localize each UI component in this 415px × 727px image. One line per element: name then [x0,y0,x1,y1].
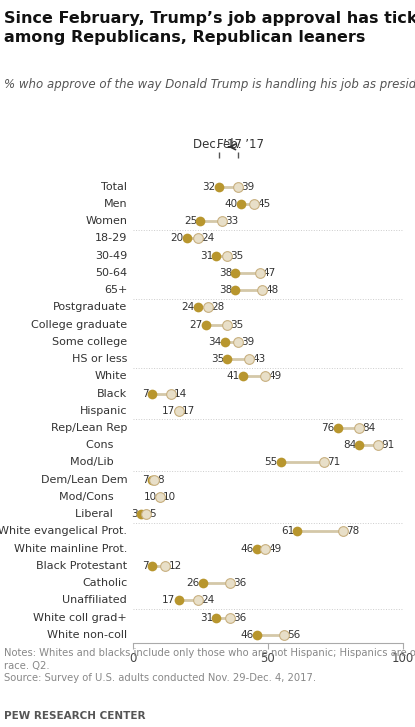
Text: Since February, Trump’s job approval has ticked down
among Republicans, Republic: Since February, Trump’s job approval has… [4,11,415,44]
Text: White coll grad+: White coll grad+ [34,613,127,622]
Text: 48: 48 [266,285,279,295]
Text: Unaffiliated: Unaffiliated [63,595,127,606]
Text: 41: 41 [227,371,240,381]
Text: 45: 45 [257,199,271,209]
Text: Mod/Lib: Mod/Lib [63,457,113,467]
Text: Black Protestant: Black Protestant [36,561,127,571]
Text: 7: 7 [142,388,149,398]
Text: 78: 78 [347,526,360,537]
Text: 61: 61 [281,526,294,537]
Text: 46: 46 [240,630,254,640]
Text: PEW RESEARCH CENTER: PEW RESEARCH CENTER [4,711,146,721]
Text: 65+: 65+ [104,285,127,295]
Text: 49: 49 [268,544,281,554]
Text: 71: 71 [327,457,341,467]
Text: Women: Women [85,216,127,226]
Text: 25: 25 [184,216,197,226]
Text: Rep/Lean Rep: Rep/Lean Rep [51,423,127,433]
Text: 31: 31 [200,251,213,261]
Text: HS or less: HS or less [72,354,127,364]
Text: 27: 27 [189,320,203,329]
Text: 91: 91 [381,441,395,450]
Text: 76: 76 [321,423,334,433]
Text: 18-29: 18-29 [95,233,127,244]
Text: College graduate: College graduate [31,320,127,329]
Text: Total: Total [101,182,127,192]
Text: 38: 38 [219,268,232,278]
Text: 31: 31 [200,613,213,622]
Text: 34: 34 [208,337,221,347]
Text: 38: 38 [219,285,232,295]
Text: 36: 36 [233,578,247,588]
Text: 30-49: 30-49 [95,251,127,261]
Text: 84: 84 [363,423,376,433]
Text: Hispanic: Hispanic [80,406,127,416]
Text: White mainline Prot.: White mainline Prot. [14,544,127,554]
Text: Cons: Cons [79,441,113,450]
Text: Dem/Lean Dem: Dem/Lean Dem [41,475,127,485]
Text: 17: 17 [182,406,195,416]
Text: Feb. ’17: Feb. ’17 [217,138,264,151]
Text: 35: 35 [211,354,224,364]
Text: Men: Men [104,199,127,209]
Text: Some college: Some college [52,337,127,347]
Text: 84: 84 [343,441,356,450]
Text: 12: 12 [168,561,182,571]
Text: 32: 32 [203,182,216,192]
Text: 17: 17 [162,406,176,416]
Text: 46: 46 [240,544,254,554]
Text: Dec. ’17: Dec. ’17 [193,138,242,151]
Text: 39: 39 [241,182,254,192]
Text: White: White [95,371,127,381]
Text: 17: 17 [162,595,176,606]
Text: 26: 26 [186,578,200,588]
Text: 39: 39 [241,337,254,347]
Text: 8: 8 [158,475,164,485]
Text: 10: 10 [144,492,156,502]
Text: Catholic: Catholic [82,578,127,588]
Text: 33: 33 [225,216,238,226]
Text: 7: 7 [142,561,149,571]
Text: 5: 5 [149,509,156,519]
Text: 24: 24 [201,233,214,244]
Text: 7: 7 [142,475,149,485]
Text: 35: 35 [230,251,244,261]
Text: 3: 3 [131,509,138,519]
Text: Mod/Cons: Mod/Cons [52,492,113,502]
Text: 43: 43 [252,354,265,364]
Text: Notes: Whites and blacks include only those who are not Hispanic; Hispanics are : Notes: Whites and blacks include only th… [4,648,415,683]
Text: 24: 24 [201,595,214,606]
Text: 50-64: 50-64 [95,268,127,278]
Text: 47: 47 [263,268,276,278]
Text: 35: 35 [230,320,244,329]
Text: Postgraduate: Postgraduate [53,302,127,313]
Text: 56: 56 [287,630,300,640]
Text: 49: 49 [268,371,281,381]
Text: 14: 14 [174,388,187,398]
Text: 40: 40 [225,199,237,209]
Text: 10: 10 [163,492,176,502]
Text: Black: Black [97,388,127,398]
Text: 28: 28 [212,302,225,313]
Text: White non-coll: White non-coll [47,630,127,640]
Text: White evangelical Prot.: White evangelical Prot. [0,526,127,537]
Text: % who approve of the way Donald Trump is handling his job as president: % who approve of the way Donald Trump is… [4,78,415,91]
Text: 36: 36 [233,613,247,622]
Text: Liberal: Liberal [68,509,113,519]
Text: 20: 20 [171,233,183,244]
Text: 55: 55 [265,457,278,467]
Text: 24: 24 [181,302,194,313]
